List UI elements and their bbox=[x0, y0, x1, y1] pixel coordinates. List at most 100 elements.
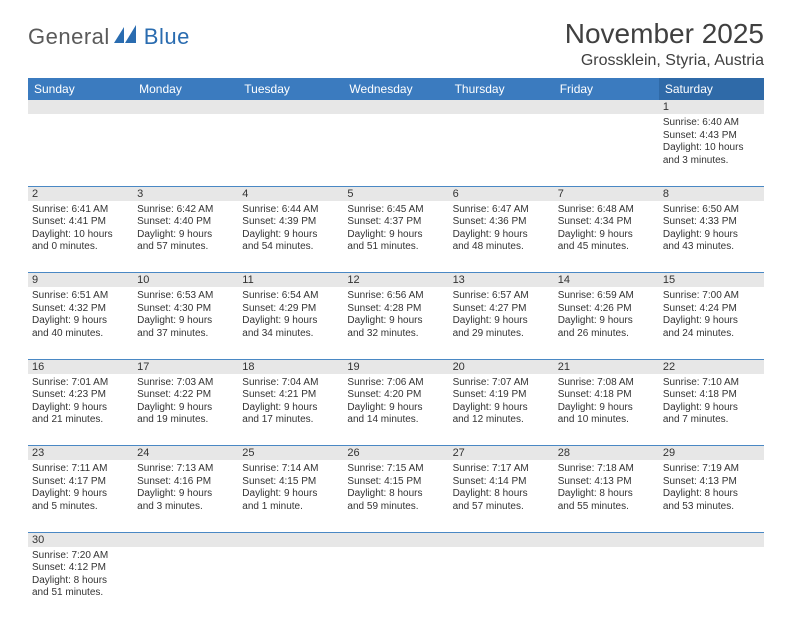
daylight-text-1: Daylight: 9 hours bbox=[242, 488, 339, 501]
logo-text-blue: Blue bbox=[144, 24, 190, 50]
daylight-text-2: and 53 minutes. bbox=[663, 501, 760, 514]
empty-cell bbox=[554, 547, 659, 619]
sunset-text: Sunset: 4:36 PM bbox=[453, 216, 550, 229]
daylight-text-2: and 57 minutes. bbox=[453, 501, 550, 514]
day-cell: Sunrise: 7:14 AMSunset: 4:15 PMDaylight:… bbox=[238, 460, 343, 532]
daylight-text-2: and 51 minutes. bbox=[347, 241, 444, 254]
day-number: 4 bbox=[238, 186, 343, 201]
day-details: Sunrise: 7:11 AMSunset: 4:17 PMDaylight:… bbox=[32, 462, 129, 513]
day-number bbox=[238, 532, 343, 547]
day-details: Sunrise: 7:13 AMSunset: 4:16 PMDaylight:… bbox=[137, 462, 234, 513]
day-number: 19 bbox=[343, 359, 448, 374]
sunrise-text: Sunrise: 6:41 AM bbox=[32, 204, 129, 217]
day-number: 6 bbox=[449, 186, 554, 201]
daylight-text-2: and 55 minutes. bbox=[558, 501, 655, 514]
daylight-text-2: and 12 minutes. bbox=[453, 414, 550, 427]
daylight-text-2: and 48 minutes. bbox=[453, 241, 550, 254]
empty-cell bbox=[343, 547, 448, 619]
day-cell: Sunrise: 7:19 AMSunset: 4:13 PMDaylight:… bbox=[659, 460, 764, 532]
day-details: Sunrise: 7:15 AMSunset: 4:15 PMDaylight:… bbox=[347, 462, 444, 513]
day-number: 26 bbox=[343, 446, 448, 461]
daylight-text-2: and 0 minutes. bbox=[32, 241, 129, 254]
sunset-text: Sunset: 4:19 PM bbox=[453, 389, 550, 402]
sunrise-text: Sunrise: 6:53 AM bbox=[137, 290, 234, 303]
daylight-text-1: Daylight: 8 hours bbox=[32, 575, 129, 588]
day-number: 8 bbox=[659, 186, 764, 201]
day-details: Sunrise: 7:03 AMSunset: 4:22 PMDaylight:… bbox=[137, 376, 234, 427]
title-block: November 2025 Grossklein, Styria, Austri… bbox=[565, 18, 764, 70]
day-number: 22 bbox=[659, 359, 764, 374]
sunset-text: Sunset: 4:15 PM bbox=[242, 476, 339, 489]
sunset-text: Sunset: 4:40 PM bbox=[137, 216, 234, 229]
day-number: 1 bbox=[659, 100, 764, 114]
sunset-text: Sunset: 4:27 PM bbox=[453, 303, 550, 316]
week-row: Sunrise: 6:41 AMSunset: 4:41 PM Daylight:… bbox=[28, 201, 764, 273]
sunset-text: Sunset: 4:32 PM bbox=[32, 303, 129, 316]
week-row: Sunrise: 6:40 AMSunset: 4:43 PMDaylight:… bbox=[28, 114, 764, 186]
day-number: 30 bbox=[28, 532, 133, 547]
daylight-text-1: Daylight: 9 hours bbox=[663, 315, 760, 328]
day-cell: Sunrise: 7:07 AMSunset: 4:19 PMDaylight:… bbox=[449, 374, 554, 446]
sunset-text: Sunset: 4:14 PM bbox=[453, 476, 550, 489]
sunset-text: Sunset: 4:17 PM bbox=[32, 476, 129, 489]
day-details: Sunrise: 6:53 AMSunset: 4:30 PMDaylight:… bbox=[137, 289, 234, 340]
day-number: 29 bbox=[659, 446, 764, 461]
empty-cell bbox=[449, 547, 554, 619]
week-row: Sunrise: 7:11 AMSunset: 4:17 PMDaylight:… bbox=[28, 460, 764, 532]
logo-text-general: General bbox=[28, 24, 110, 50]
daylight-text-2: and 19 minutes. bbox=[137, 414, 234, 427]
day-number: 21 bbox=[554, 359, 659, 374]
day-details: Sunrise: 7:10 AMSunset: 4:18 PMDaylight:… bbox=[663, 376, 760, 427]
daylight-text-2: and 57 minutes. bbox=[137, 241, 234, 254]
day-number: 12 bbox=[343, 273, 448, 288]
sunset-text: Sunset: 4:41 PM bbox=[32, 216, 129, 229]
empty-cell bbox=[659, 547, 764, 619]
sunrise-text: Sunrise: 7:08 AM bbox=[558, 377, 655, 390]
day-cell: Sunrise: 6:45 AMSunset: 4:37 PMDaylight:… bbox=[343, 201, 448, 273]
daylight-text-1: Daylight: 9 hours bbox=[558, 315, 655, 328]
daylight-text-1: Daylight: 9 hours bbox=[453, 402, 550, 415]
daynum-row: 16171819202122 bbox=[28, 359, 764, 374]
sunset-text: Sunset: 4:39 PM bbox=[242, 216, 339, 229]
day-details: Sunrise: 7:14 AMSunset: 4:15 PMDaylight:… bbox=[242, 462, 339, 513]
day-cell: Sunrise: 7:10 AMSunset: 4:18 PMDaylight:… bbox=[659, 374, 764, 446]
daylight-text-1: Daylight: 9 hours bbox=[347, 402, 444, 415]
daylight-text-2: and 5 minutes. bbox=[32, 501, 129, 514]
sunrise-text: Sunrise: 6:57 AM bbox=[453, 290, 550, 303]
daylight-text-1: Daylight: 9 hours bbox=[32, 315, 129, 328]
sunrise-text: Sunrise: 6:48 AM bbox=[558, 204, 655, 217]
daylight-text-1: Daylight: 9 hours bbox=[453, 229, 550, 242]
sunset-text: Sunset: 4:34 PM bbox=[558, 216, 655, 229]
daylight-text-1: Daylight: 9 hours bbox=[137, 229, 234, 242]
sunset-text: Sunset: 4:26 PM bbox=[558, 303, 655, 316]
day-number: 15 bbox=[659, 273, 764, 288]
sunrise-text: Sunrise: 6:44 AM bbox=[242, 204, 339, 217]
day-number: 23 bbox=[28, 446, 133, 461]
day-cell: Sunrise: 7:13 AMSunset: 4:16 PMDaylight:… bbox=[133, 460, 238, 532]
daylight-text-2: and 3 minutes. bbox=[137, 501, 234, 514]
day-cell: Sunrise: 6:59 AMSunset: 4:26 PMDaylight:… bbox=[554, 287, 659, 359]
day-cell: Sunrise: 6:51 AMSunset: 4:32 PMDaylight:… bbox=[28, 287, 133, 359]
daynum-row: 30 bbox=[28, 532, 764, 547]
sunset-text: Sunset: 4:16 PM bbox=[137, 476, 234, 489]
day-number bbox=[449, 532, 554, 547]
sunset-text: Sunset: 4:28 PM bbox=[347, 303, 444, 316]
sunrise-text: Sunrise: 7:04 AM bbox=[242, 377, 339, 390]
day-details: Sunrise: 7:17 AMSunset: 4:14 PMDaylight:… bbox=[453, 462, 550, 513]
day-header-sat: Saturday bbox=[659, 78, 764, 100]
sunrise-text: Sunrise: 7:14 AM bbox=[242, 463, 339, 476]
day-cell: Sunrise: 6:42 AMSunset: 4:40 PMDaylight:… bbox=[133, 201, 238, 273]
sunrise-text: Sunrise: 6:45 AM bbox=[347, 204, 444, 217]
day-cell: Sunrise: 6:54 AMSunset: 4:29 PMDaylight:… bbox=[238, 287, 343, 359]
day-number bbox=[554, 532, 659, 547]
daylight-text-1: Daylight: 9 hours bbox=[242, 402, 339, 415]
sunrise-text: Sunrise: 6:56 AM bbox=[347, 290, 444, 303]
daylight-text-2: and 14 minutes. bbox=[347, 414, 444, 427]
day-cell: Sunrise: 6:40 AMSunset: 4:43 PMDaylight:… bbox=[659, 114, 764, 186]
daylight-text-2: and 1 minute. bbox=[242, 501, 339, 514]
daylight-text-1: Daylight: 9 hours bbox=[242, 315, 339, 328]
empty-cell bbox=[133, 114, 238, 186]
day-cell: Sunrise: 7:06 AMSunset: 4:20 PMDaylight:… bbox=[343, 374, 448, 446]
sunset-text: Sunset: 4:12 PM bbox=[32, 562, 129, 575]
day-number: 20 bbox=[449, 359, 554, 374]
